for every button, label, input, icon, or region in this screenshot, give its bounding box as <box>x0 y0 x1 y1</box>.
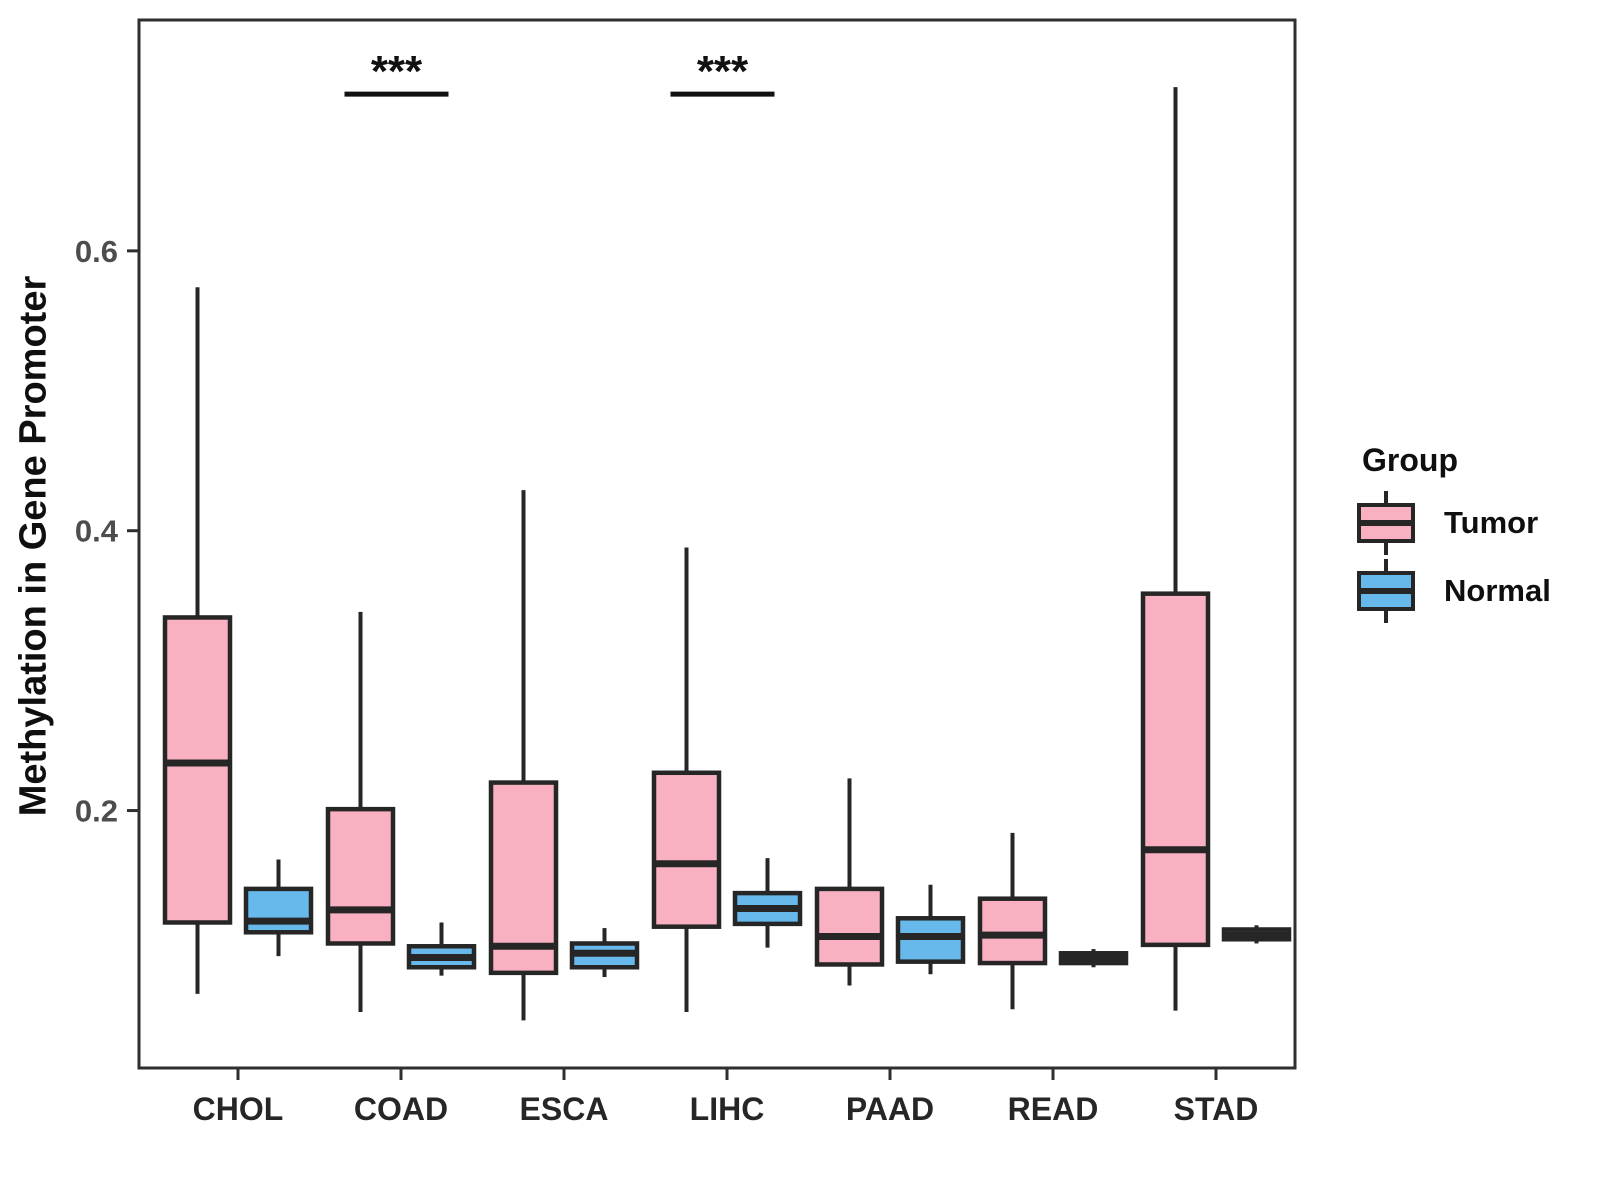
significance-label-coad: *** <box>371 47 423 96</box>
x-tick-label: STAD <box>1174 1091 1259 1127</box>
y-tick-label: 0.4 <box>75 514 119 549</box>
boxplot-glyph-icon <box>1357 559 1415 623</box>
x-tick-label: COAD <box>354 1091 448 1127</box>
box-chol-tumor <box>162 615 233 925</box>
box-paad-tumor <box>814 886 885 967</box>
box-lihc-tumor <box>651 770 722 929</box>
boxplot-glyph-icon <box>1357 491 1415 555</box>
legend-label-tumor: Tumor <box>1444 505 1539 540</box>
x-tick-label: LIHC <box>690 1091 765 1127</box>
x-tick-label: ESCA <box>520 1091 609 1127</box>
legend-label-normal: Normal <box>1444 573 1551 608</box>
y-axis-title: Methylation in Gene Promoter <box>12 275 55 817</box>
x-tick-label: CHOL <box>193 1091 284 1127</box>
panel-border <box>137 18 1297 1070</box>
box-coad-tumor <box>325 806 396 946</box>
box-esca-tumor <box>488 780 559 976</box>
legend-title: Group <box>1362 442 1458 478</box>
box-stad-tumor <box>1140 591 1211 948</box>
box-read-tumor <box>977 896 1048 966</box>
legend-item-normal: Normal <box>1350 557 1551 625</box>
y-tick-label: 0.2 <box>75 794 118 829</box>
legend-item-tumor: Tumor <box>1350 489 1551 557</box>
legend: Group Tumor Normal <box>1350 442 1551 625</box>
y-tick-label: 0.6 <box>75 234 118 269</box>
significance-label-lihc: *** <box>697 47 749 96</box>
box-chol-normal <box>243 886 314 935</box>
x-tick-label: READ <box>1008 1091 1099 1127</box>
x-tick-label: PAAD <box>846 1091 934 1127</box>
